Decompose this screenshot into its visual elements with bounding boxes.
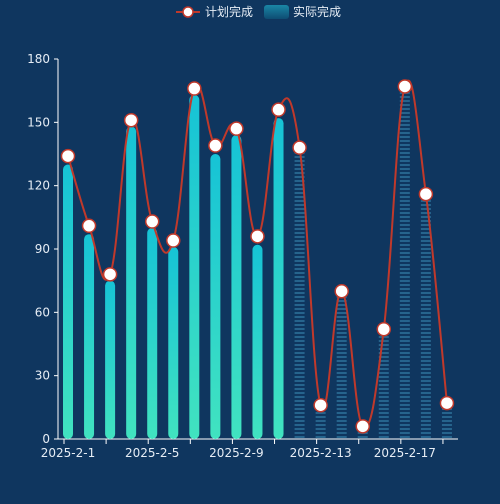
x-tick-label: 2025-2-17: [374, 446, 436, 460]
plan-point[interactable]: [313, 397, 328, 413]
bar[interactable]: [273, 118, 284, 439]
bar[interactable]: [63, 164, 73, 440]
plan-point[interactable]: [187, 81, 202, 96]
plan-point[interactable]: [81, 218, 97, 234]
plan-point[interactable]: [102, 267, 118, 282]
bar-faint[interactable]: [294, 147, 305, 439]
bar-faint[interactable]: [315, 405, 326, 439]
legend-plan-label: 计划完成: [205, 4, 253, 19]
y-tick-label: 180: [27, 52, 50, 66]
bar-faint[interactable]: [441, 403, 452, 439]
plan-point[interactable]: [208, 138, 223, 153]
plan-point[interactable]: [334, 283, 349, 299]
plan-point[interactable]: [376, 321, 392, 337]
plan-point[interactable]: [397, 79, 413, 94]
bar[interactable]: [147, 227, 158, 439]
y-tick-label: 120: [27, 179, 50, 193]
plan-point[interactable]: [271, 102, 286, 117]
bar[interactable]: [210, 154, 221, 439]
legend[interactable]: 计划完成 实际完成: [176, 4, 341, 19]
legend-actual-swatch: [264, 5, 289, 19]
plan-point[interactable]: [229, 121, 244, 136]
legend-plan-marker: [182, 6, 194, 18]
x-tick-label: 2025-2-13: [290, 446, 352, 460]
plan-line: [67, 79, 448, 429]
plan-point[interactable]: [355, 419, 370, 434]
bar[interactable]: [168, 246, 179, 439]
plan-point[interactable]: [123, 112, 139, 128]
plan-point[interactable]: [144, 214, 160, 229]
plan-point[interactable]: [166, 233, 181, 248]
legend-actual-label: 实际完成: [293, 4, 341, 19]
y-tick-label: 150: [27, 115, 50, 129]
plan-point[interactable]: [250, 229, 265, 244]
bar-faint[interactable]: [378, 329, 389, 439]
y-tick-label: 60: [35, 305, 50, 319]
plan-point[interactable]: [60, 148, 76, 164]
bar[interactable]: [231, 135, 242, 439]
bar-faint[interactable]: [420, 194, 431, 439]
y-tick-label: 0: [42, 432, 50, 446]
y-tick-label: 30: [35, 369, 50, 383]
bar[interactable]: [189, 94, 200, 439]
plan-point[interactable]: [439, 395, 455, 411]
legend-item-actual[interactable]: 实际完成: [264, 4, 341, 19]
y-tick-label: 90: [35, 242, 50, 256]
bar[interactable]: [126, 126, 137, 440]
plot-area: 0 30 60 90 120 150 180 2025-2-1 2025-2-5 2025-2-9…: [27, 52, 458, 460]
bar[interactable]: [84, 234, 95, 439]
x-tick-label: 2025-2-1: [41, 446, 95, 460]
bar-faint[interactable]: [399, 86, 410, 439]
legend-item-plan[interactable]: 计划完成: [176, 4, 253, 19]
x-tick-label: 2025-2-9: [209, 446, 263, 460]
bar-faint[interactable]: [336, 291, 347, 439]
plan-point[interactable]: [418, 186, 434, 202]
bar[interactable]: [252, 244, 263, 439]
plan-point[interactable]: [292, 140, 307, 155]
bar[interactable]: [105, 280, 116, 439]
x-tick-label: 2025-2-5: [125, 446, 179, 460]
